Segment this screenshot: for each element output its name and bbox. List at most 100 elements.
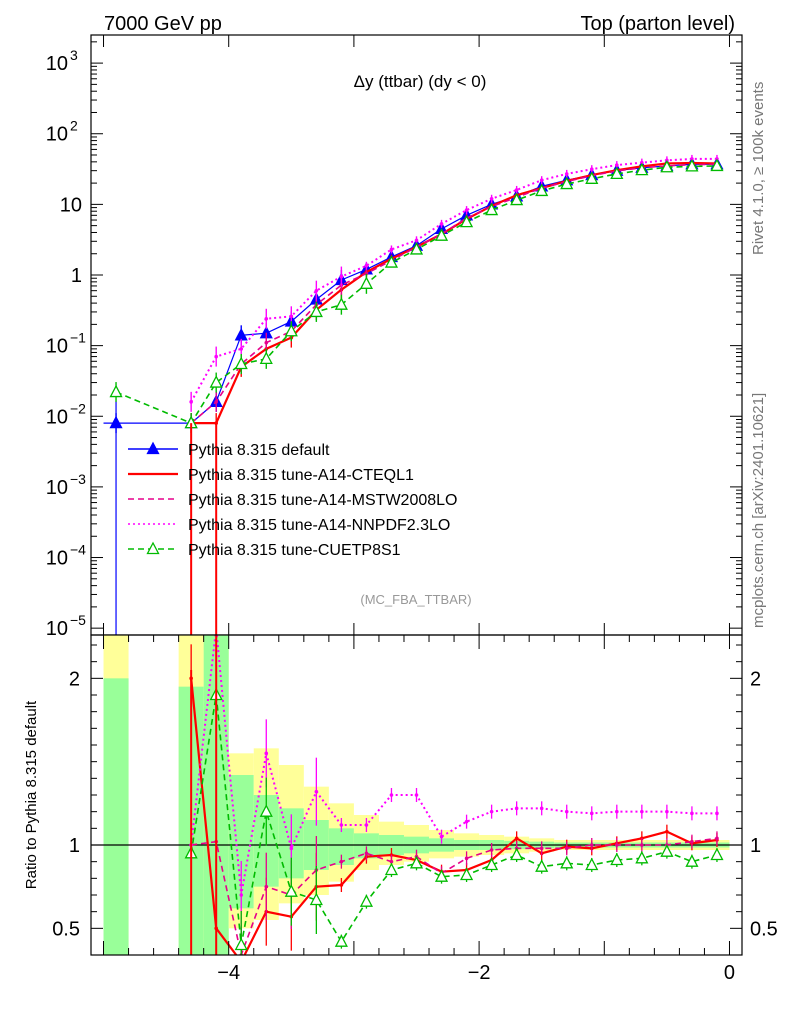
ratio-ytick-label-right: 1 bbox=[750, 835, 761, 857]
legend-label-a14: Pythia 8.315 tune-A14-CTEQL1 bbox=[188, 467, 414, 484]
ratio-point-nnpdf bbox=[564, 809, 569, 814]
ratio-point-cuetp bbox=[460, 867, 474, 881]
ratio-point-cuetp bbox=[635, 850, 649, 864]
data-point-nnpdf bbox=[439, 222, 444, 226]
data-point-cuetp bbox=[635, 162, 649, 176]
legend-label-cuetp: Pythia 8.315 tune-CUETP8S1 bbox=[188, 542, 401, 559]
data-point-cuetp bbox=[660, 159, 674, 173]
ytick-label: 10 bbox=[46, 477, 68, 499]
mcplots-label: mcplots.cern.ch [arXiv:2401.10621] bbox=[750, 393, 767, 628]
data-point-cuetp bbox=[259, 351, 273, 364]
data-point-nnpdf bbox=[640, 160, 644, 165]
ratio-point-cuetp bbox=[660, 844, 674, 857]
data-point-nnpdf bbox=[690, 157, 694, 161]
ratio-point-cuetp bbox=[610, 852, 624, 866]
ratio-point-cuetp bbox=[485, 857, 499, 871]
series-line-cuetp bbox=[115, 165, 717, 425]
data-point-cuetp bbox=[485, 202, 499, 216]
ratio-line-mstw bbox=[191, 837, 718, 955]
ratio-point-nnpdf bbox=[264, 751, 269, 756]
data-point-nnpdf bbox=[339, 274, 344, 279]
ytick-label: 10 bbox=[60, 194, 82, 216]
ratio-point-nnpdf bbox=[690, 811, 694, 816]
ratio-point-cuetp bbox=[384, 862, 399, 876]
ytick-exponent: −5 bbox=[70, 612, 86, 628]
data-point-cuetp bbox=[710, 158, 724, 172]
data-point-cuetp bbox=[409, 242, 424, 255]
data-point-cuetp bbox=[434, 228, 449, 241]
ratio-point-nnpdf bbox=[339, 823, 344, 827]
data-point-cuetp bbox=[384, 255, 399, 268]
ratio-point-a14 bbox=[514, 836, 519, 841]
ratio-ytick-label-right: 2 bbox=[750, 668, 761, 690]
data-point-nnpdf bbox=[314, 288, 319, 293]
ratio-point-cuetp bbox=[234, 937, 248, 951]
ratio-point-mstw bbox=[464, 856, 469, 861]
ytick-label: 1 bbox=[71, 265, 82, 287]
ytick-label: 10 bbox=[46, 336, 68, 358]
ratio-point-nnpdf bbox=[615, 809, 619, 814]
ytick-exponent: 2 bbox=[70, 118, 78, 134]
data-point-cuetp bbox=[284, 323, 298, 337]
ratio-point-nnpdf bbox=[289, 846, 294, 851]
ratio-point-mstw bbox=[489, 848, 494, 852]
ratio-point-cuetp bbox=[560, 855, 574, 869]
data-point-cuetp bbox=[209, 375, 223, 388]
ratio-point-cuetp bbox=[434, 869, 449, 882]
ratio-point-nnpdf bbox=[539, 806, 544, 811]
data-point-nnpdf bbox=[239, 347, 244, 351]
data-point-nnpdf bbox=[464, 208, 469, 212]
ratio-point-nnpdf bbox=[665, 809, 669, 814]
ytick-label: 10 bbox=[46, 406, 68, 428]
ratio-point-nnpdf bbox=[239, 893, 244, 897]
ratio-point-mstw bbox=[364, 851, 369, 856]
ratio-point-cuetp bbox=[309, 892, 323, 906]
ratio-line-cuetp bbox=[190, 694, 718, 946]
data-point-cuetp bbox=[585, 171, 599, 184]
ratio-point-cuetp bbox=[359, 894, 373, 907]
data-point-cuetp bbox=[685, 158, 699, 172]
legend-marker-cuetp bbox=[146, 541, 160, 555]
series-line-a14 bbox=[191, 161, 717, 425]
xtick-label: −4 bbox=[217, 962, 240, 984]
ratio-point-nnpdf bbox=[715, 811, 719, 816]
ratio-point-cuetp bbox=[585, 857, 599, 871]
main-series-group bbox=[103, 154, 724, 635]
data-point-nnpdf bbox=[389, 247, 394, 252]
ytick-exponent: −3 bbox=[70, 471, 86, 487]
rivet-label: Rivet 4.1.0, ≥ 100k events bbox=[750, 82, 767, 255]
data-point-nnpdf bbox=[414, 238, 419, 243]
ratio-point-nnpdf bbox=[439, 834, 444, 839]
ratio-point-nnpdf bbox=[389, 793, 394, 797]
data-point-cuetp bbox=[560, 176, 574, 190]
data-point-cuetp bbox=[359, 276, 373, 289]
ratio-point-nnpdf bbox=[489, 809, 494, 814]
ratio-point-mstw bbox=[615, 843, 619, 847]
data-point-nnpdf bbox=[189, 400, 193, 404]
ratio-point-cuetp bbox=[510, 847, 524, 861]
ratio-point-mstw bbox=[640, 843, 644, 847]
ratio-plot-panel: 0.5 0.5 1 1 2 2 −4 −2 0 Ratio to Pythia 8.315 de… bbox=[23, 634, 778, 984]
main-plot-panel: Δy (ttbar) (dy < 0) (MC_FBA_TTBAR) 10 310… bbox=[46, 34, 743, 640]
header-right: Top (parton level) bbox=[580, 13, 735, 35]
ytick-label: 10 bbox=[46, 53, 68, 75]
data-point-nnpdf bbox=[615, 163, 619, 167]
ratio-point-a14 bbox=[665, 829, 669, 834]
data-point-cuetp bbox=[109, 384, 123, 398]
ytick-exponent: −1 bbox=[70, 330, 86, 346]
ratio-point-nnpdf bbox=[364, 823, 369, 827]
ratio-point-cuetp bbox=[259, 804, 273, 817]
data-point-cuetp bbox=[334, 297, 348, 310]
ratio-ytick-label: 0.5 bbox=[52, 918, 80, 940]
data-point-nnpdf bbox=[364, 263, 369, 268]
ratio-point-nnpdf bbox=[514, 806, 519, 811]
header-left: 7000 GeV pp bbox=[104, 13, 222, 35]
ratio-point-cuetp bbox=[710, 847, 724, 861]
ratio-point-cuetp bbox=[284, 884, 298, 897]
series-line-mstw bbox=[190, 163, 717, 424]
ratio-point-mstw bbox=[339, 859, 344, 864]
ratio-ylabel: Ratio to Pythia 8.315 default bbox=[23, 700, 40, 889]
ytick-exponent: −2 bbox=[70, 400, 86, 416]
ytick-label: 10 bbox=[46, 124, 68, 146]
